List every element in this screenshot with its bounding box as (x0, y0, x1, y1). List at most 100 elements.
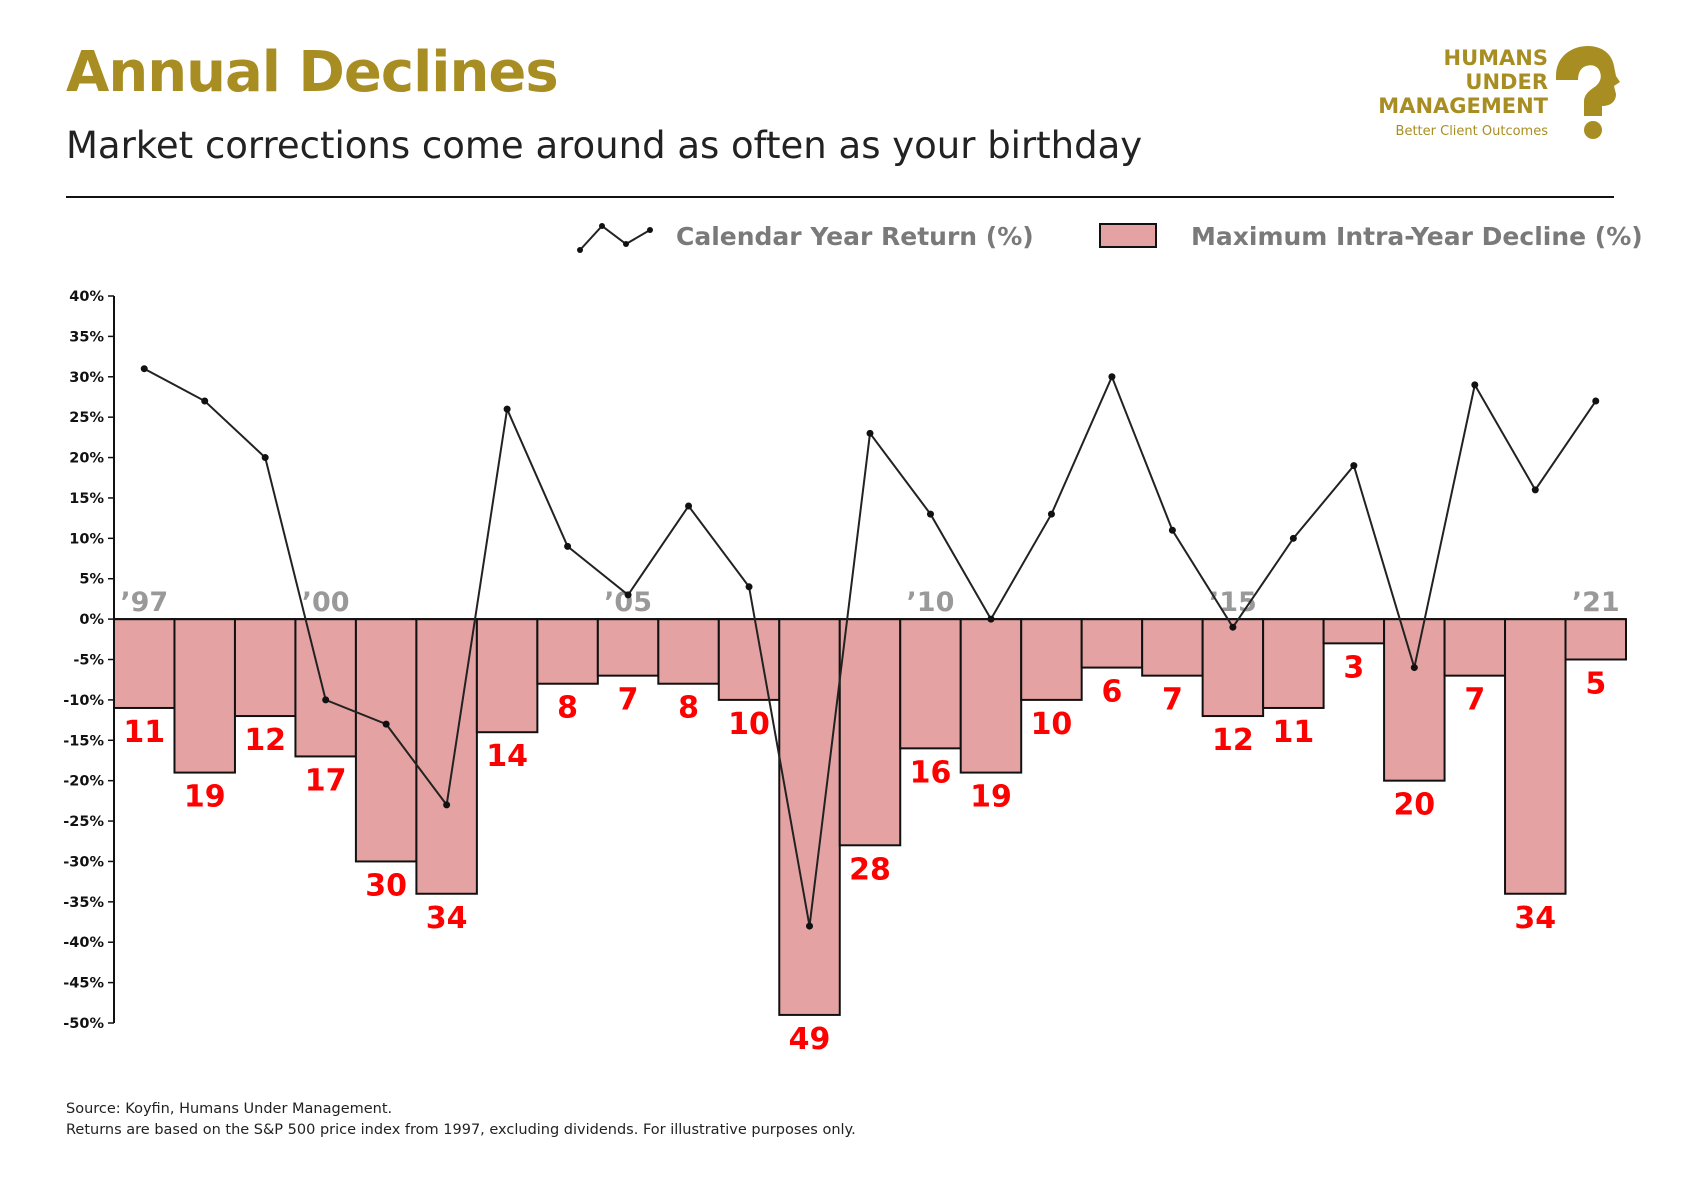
methodology-note: Returns are based on the S&P 500 price i… (66, 1122, 856, 1138)
decline-bar (233, 618, 297, 718)
calendar-return-point (140, 365, 148, 373)
decline-bar-label: 17 (305, 763, 347, 798)
calendar-return-point (503, 405, 511, 413)
decline-bar (1141, 618, 1204, 677)
y-tick-label: -35% (63, 895, 104, 911)
decline-bar-label: 14 (486, 739, 528, 774)
decline-bar (899, 618, 962, 750)
annual-declines-chart: 40% 35% 30% 25% 20% 15% 10% 5% 0% -5% -10% -15% -20%… (63, 289, 1628, 1057)
decline-bar-label: 12 (244, 723, 286, 758)
decline-bar-label: 19 (184, 780, 226, 815)
y-tick-label: -45% (63, 976, 104, 992)
decline-bar-label: 10 (728, 707, 770, 742)
logo-tagline: Better Client Outcomes (1395, 124, 1548, 139)
calendar-return-point (745, 583, 753, 591)
decline-bar (475, 618, 539, 734)
logo-text-line-3: MANAGEMENT (1378, 94, 1548, 118)
decline-bar-label: 11 (1272, 715, 1314, 750)
decline-bar-label: 30 (365, 868, 407, 903)
calendar-return-point (1168, 526, 1176, 534)
decline-bar (1383, 618, 1446, 782)
decline-bar-label: 3 (1343, 650, 1364, 685)
decline-bar (717, 618, 781, 701)
decline-bar-label: 6 (1101, 675, 1122, 710)
calendar-return-point (1531, 486, 1539, 494)
calendar-return-point (1108, 373, 1116, 381)
decline-bar (1080, 618, 1144, 669)
calendar-return-point (624, 591, 632, 599)
calendar-return-point (987, 615, 995, 623)
decline-bar-label: 8 (678, 691, 699, 726)
calendar-return-point (201, 397, 209, 405)
decline-bar-label: 7 (618, 683, 639, 718)
calendar-return-point (564, 542, 572, 550)
decline-bar (657, 618, 720, 685)
calendar-return-point (261, 454, 269, 462)
decline-bar (1443, 618, 1507, 677)
calendar-return-point (806, 922, 814, 930)
legend-label-max-decline: Maximum Intra-Year Decline (%) (1191, 222, 1643, 251)
calendar-return-point (1047, 510, 1055, 518)
header-divider (66, 196, 1614, 198)
decline-bar (536, 618, 599, 685)
decline-bar-label: 49 (789, 1022, 831, 1057)
decline-bar (415, 618, 478, 895)
decline-bar (1201, 618, 1265, 718)
decline-bar (173, 618, 236, 774)
y-tick-label: -25% (63, 814, 104, 830)
y-tick-label: 0% (79, 612, 104, 628)
decline-bar (778, 618, 841, 1016)
calendar-return-point (1592, 397, 1600, 405)
y-tick-label: 10% (69, 531, 104, 547)
legend-label-calendar-return: Calendar Year Return (%) (676, 222, 1034, 251)
decline-bar (1262, 618, 1325, 709)
y-tick-label: -40% (63, 935, 104, 951)
decline-bar (113, 618, 176, 709)
source-text: Source: Koyfin, Humans Under Management. (66, 1101, 393, 1117)
source-notes: Source: Koyfin, Humans Under Management.… (66, 1099, 856, 1141)
logo-text-line-1: HUMANS (1443, 46, 1548, 70)
calendar-return-point (1471, 381, 1479, 389)
y-tick-label: 40% (69, 289, 104, 305)
decline-bar (1564, 618, 1628, 661)
decline-bar (838, 618, 902, 847)
logo-text-line-2: UNDER (1465, 70, 1548, 94)
calendar-return-point (1350, 462, 1358, 470)
calendar-return-point (1229, 623, 1237, 631)
calendar-return-point (443, 801, 451, 809)
page-subtitle: Market corrections come around as often … (66, 124, 1143, 167)
year-label: ’21 (1572, 587, 1620, 618)
head-question-mark-icon (1556, 46, 1620, 139)
y-tick-label: 30% (69, 370, 104, 386)
calendar-return-point (866, 429, 874, 437)
decline-bar-label: 5 (1585, 667, 1606, 702)
decline-bar (354, 618, 418, 863)
decline-bar (1322, 618, 1386, 645)
y-tick-label: 15% (69, 491, 104, 507)
decline-bar (294, 618, 357, 758)
decline-bar-label: 19 (970, 780, 1012, 815)
decline-bar-label: 34 (1514, 901, 1556, 936)
y-tick-label: -10% (63, 693, 104, 709)
calendar-return-point (382, 720, 390, 728)
y-tick-label: 5% (79, 572, 104, 588)
y-tick-label: -15% (63, 733, 104, 749)
legend-bar-swatch (1099, 223, 1157, 248)
decline-bar-label: 10 (1031, 707, 1073, 742)
calendar-return-point (322, 696, 330, 704)
year-label: ’97 (120, 587, 168, 618)
decline-bar-label: 34 (426, 901, 468, 936)
calendar-return-point (926, 510, 934, 518)
decline-bar-label: 8 (557, 691, 578, 726)
y-tick-label: -20% (63, 774, 104, 790)
decline-bar-label: 12 (1212, 723, 1254, 758)
calendar-return-point (1289, 534, 1297, 542)
decline-bar-label: 28 (849, 852, 891, 887)
year-label: ’00 (302, 587, 350, 618)
y-tick-label: 20% (69, 451, 104, 467)
decline-bar (959, 618, 1023, 774)
y-tick-label: 25% (69, 410, 104, 426)
y-tick-label: -30% (63, 854, 104, 870)
calendar-return-point (1410, 664, 1418, 672)
decline-bar (1020, 618, 1083, 701)
